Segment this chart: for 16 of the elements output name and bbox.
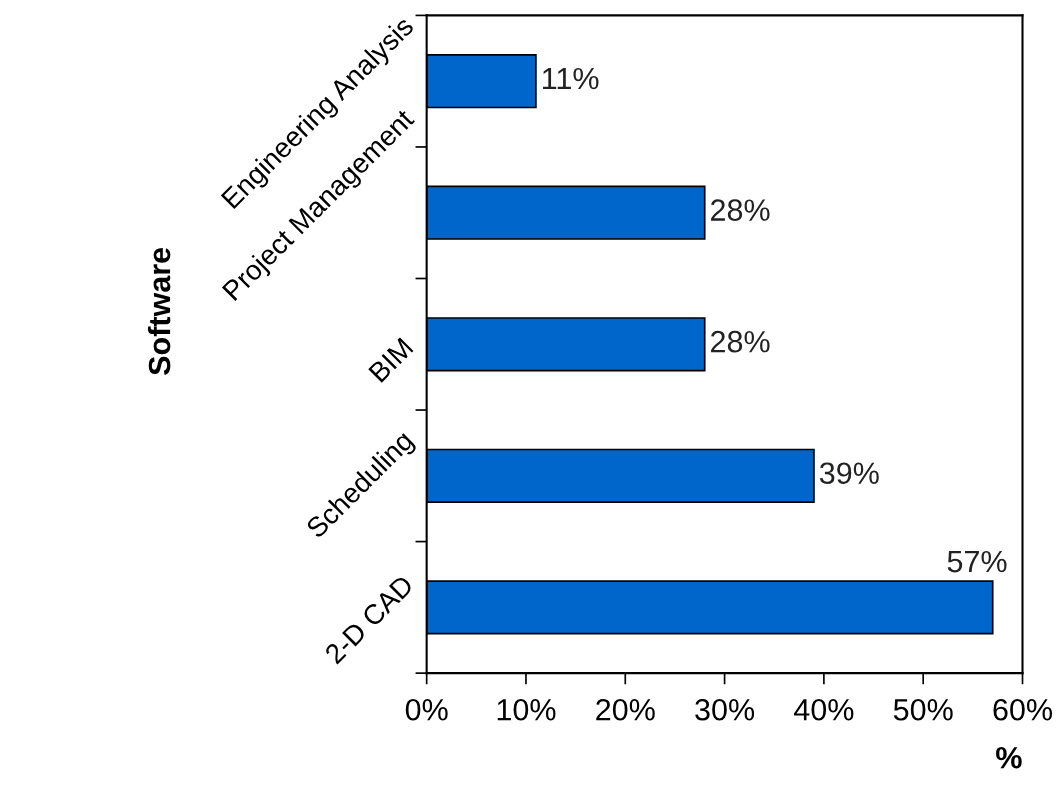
data-label: 28% <box>711 330 770 353</box>
data-label: 39% <box>819 462 879 485</box>
x-tick-label: 0% <box>405 698 448 721</box>
y-axis-title: Software <box>147 247 171 376</box>
x-tick-label: 20% <box>596 698 655 721</box>
x-axis-title: % <box>996 746 1022 769</box>
x-tick-label: 40% <box>794 698 854 721</box>
x-tick-label: 10% <box>497 698 556 721</box>
x-tick-label: 60% <box>993 698 1052 721</box>
data-label: 11% <box>543 67 599 90</box>
x-tick-label: 30% <box>695 698 755 721</box>
data-label: 57% <box>947 550 1007 573</box>
y-tick-label: BIM <box>368 337 414 383</box>
x-tick-label: 50% <box>893 698 953 721</box>
data-label: 28% <box>711 199 770 221</box>
y-tick-label: 2-D CAD <box>323 574 415 665</box>
